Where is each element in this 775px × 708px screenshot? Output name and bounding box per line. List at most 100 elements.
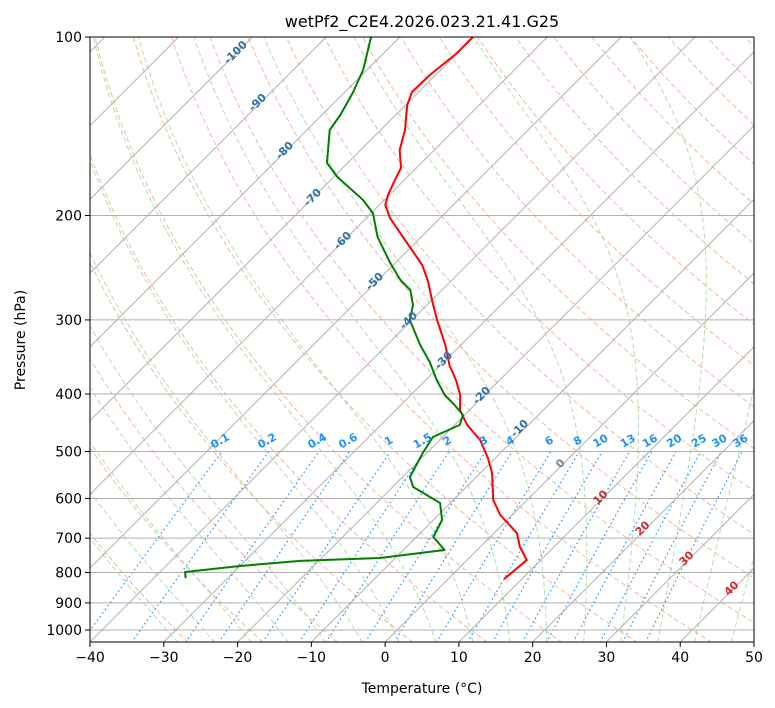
- background-lines: [90, 37, 754, 642]
- moist-adiabat: [694, 384, 754, 642]
- y-tick-label: 800: [55, 566, 82, 582]
- x-tick-label: 20: [524, 650, 542, 666]
- isotherm: [753, 641, 754, 642]
- dewpoint-profile-line: [184, 37, 464, 579]
- x-tick-label: −20: [223, 650, 253, 666]
- dry-adiabat: [132, 37, 638, 642]
- isotherm-label: -50: [363, 270, 386, 293]
- mixing-ratio-label: 16: [640, 431, 660, 450]
- x-tick-label: 0: [381, 650, 390, 666]
- moist-adiabat: [473, 37, 639, 642]
- mixing-ratio-line: [185, 451, 320, 642]
- axis-ticks: −40 −30 −20 −10 0 10 20 30 40 5010020030040050060…: [46, 30, 763, 666]
- dry-adiabat: [323, 37, 754, 492]
- dry-adiabat: [90, 447, 264, 642]
- x-axis-label: Temperature (°C): [361, 681, 483, 697]
- plot-frame: [89, 36, 755, 643]
- isotherm-label: -60: [331, 229, 354, 252]
- isotherm: [90, 37, 401, 348]
- mixing-ratio-label: 0.4: [305, 430, 329, 451]
- temperature-profile-line: [384, 37, 528, 580]
- isotherm-label: -90: [246, 91, 269, 114]
- dry-adiabat: [744, 37, 754, 47]
- mixing-ratio-label: 0.6: [336, 430, 360, 451]
- y-tick-label: 700: [55, 531, 82, 547]
- x-tick-label: −40: [75, 650, 105, 666]
- x-tick-label: −30: [149, 650, 179, 666]
- mixing-ratio-line: [218, 451, 351, 642]
- isotherm: [90, 37, 622, 569]
- mixing-ratio-label: 6: [543, 433, 556, 448]
- dry-adiabat: [629, 37, 754, 165]
- isotherm-label: 20: [633, 518, 653, 538]
- isotherm-label: -80: [273, 139, 296, 162]
- mixing-ratio-label: 8: [571, 433, 584, 448]
- isotherm: [679, 567, 754, 642]
- mixing-ratio-line: [364, 451, 486, 642]
- moist-adiabat: [353, 37, 588, 642]
- mixing-ratio-label: 10: [591, 431, 611, 450]
- y-tick-label: 500: [55, 444, 82, 460]
- x-tick-label: 40: [671, 650, 689, 666]
- mixing-ratio-line: [436, 451, 552, 642]
- isotherm: [310, 198, 754, 642]
- moist-adiabat: [263, 37, 548, 642]
- mixing-ratio-line: [546, 451, 653, 642]
- dry-adiabat: [362, 37, 754, 450]
- dry-adiabat: [247, 37, 754, 579]
- y-tick-label: 100: [55, 30, 82, 46]
- moist-adiabat: [90, 386, 289, 642]
- dry-adiabat: [94, 37, 563, 642]
- dry-adiabat: [438, 37, 754, 366]
- mixing-ratio-label: 25: [689, 432, 709, 451]
- moist-adiabat: [90, 159, 400, 642]
- mixing-ratio-label: 2: [441, 433, 454, 448]
- mixing-ratio-line: [467, 451, 581, 642]
- y-tick-label: 900: [55, 596, 82, 612]
- mixing-ratio-label: 0.1: [209, 430, 232, 451]
- x-tick-label: 10: [450, 650, 468, 666]
- mixing-ratio-line: [131, 451, 270, 642]
- dry-adiabat: [90, 532, 189, 642]
- isotherm: [458, 346, 754, 642]
- dry-adiabat: [171, 37, 713, 642]
- moist-adiabat: [730, 555, 754, 642]
- mixing-ratio-label: 0.2: [255, 430, 278, 451]
- isotherm-label: 40: [722, 578, 742, 598]
- moist-adiabat: [90, 440, 252, 642]
- mixing-ratio-line: [90, 451, 223, 632]
- moist-adiabat: [629, 37, 707, 642]
- y-axis-label: Pressure (hPa): [13, 290, 29, 390]
- isotherm: [90, 37, 253, 201]
- isotherm-label: 10: [591, 487, 611, 507]
- y-tick-label: 300: [55, 313, 82, 329]
- y-tick-label: 400: [55, 387, 82, 403]
- isotherm: [163, 51, 754, 642]
- x-tick-label: −10: [297, 650, 327, 666]
- mixing-ratio-line: [262, 451, 391, 642]
- x-tick-label: 30: [598, 650, 616, 666]
- x-tick-label: 50: [745, 650, 763, 666]
- dry-adiabat: [515, 37, 754, 285]
- chart-title: wetPf2_C2E4.2026.023.21.41.G25: [285, 12, 559, 32]
- dry-adiabat: [706, 37, 754, 87]
- mixing-ratio-label: 1: [382, 433, 395, 448]
- mixing-ratio-line: [599, 451, 702, 642]
- isotherm: [90, 37, 548, 496]
- isotherm: [384, 272, 754, 642]
- mixing-ratio-line: [572, 451, 677, 642]
- isotherm: [236, 124, 754, 642]
- moist-adiabat: [90, 537, 179, 642]
- dry-adiabat: [90, 357, 339, 642]
- mixing-ratio-label: 13: [618, 432, 638, 451]
- moist-adiabat: [137, 37, 474, 642]
- mixing-ratio-label: 3: [477, 433, 490, 448]
- isotherm: [90, 37, 475, 422]
- isotherm-label: -100: [221, 38, 250, 67]
- y-tick-label: 600: [55, 491, 82, 507]
- profiles: [184, 37, 528, 580]
- y-tick-label: 1000: [46, 623, 82, 639]
- mixing-ratio-label: 20: [664, 431, 684, 450]
- moist-adiabat: [92, 37, 437, 642]
- mixing-ratio-line: [645, 451, 743, 642]
